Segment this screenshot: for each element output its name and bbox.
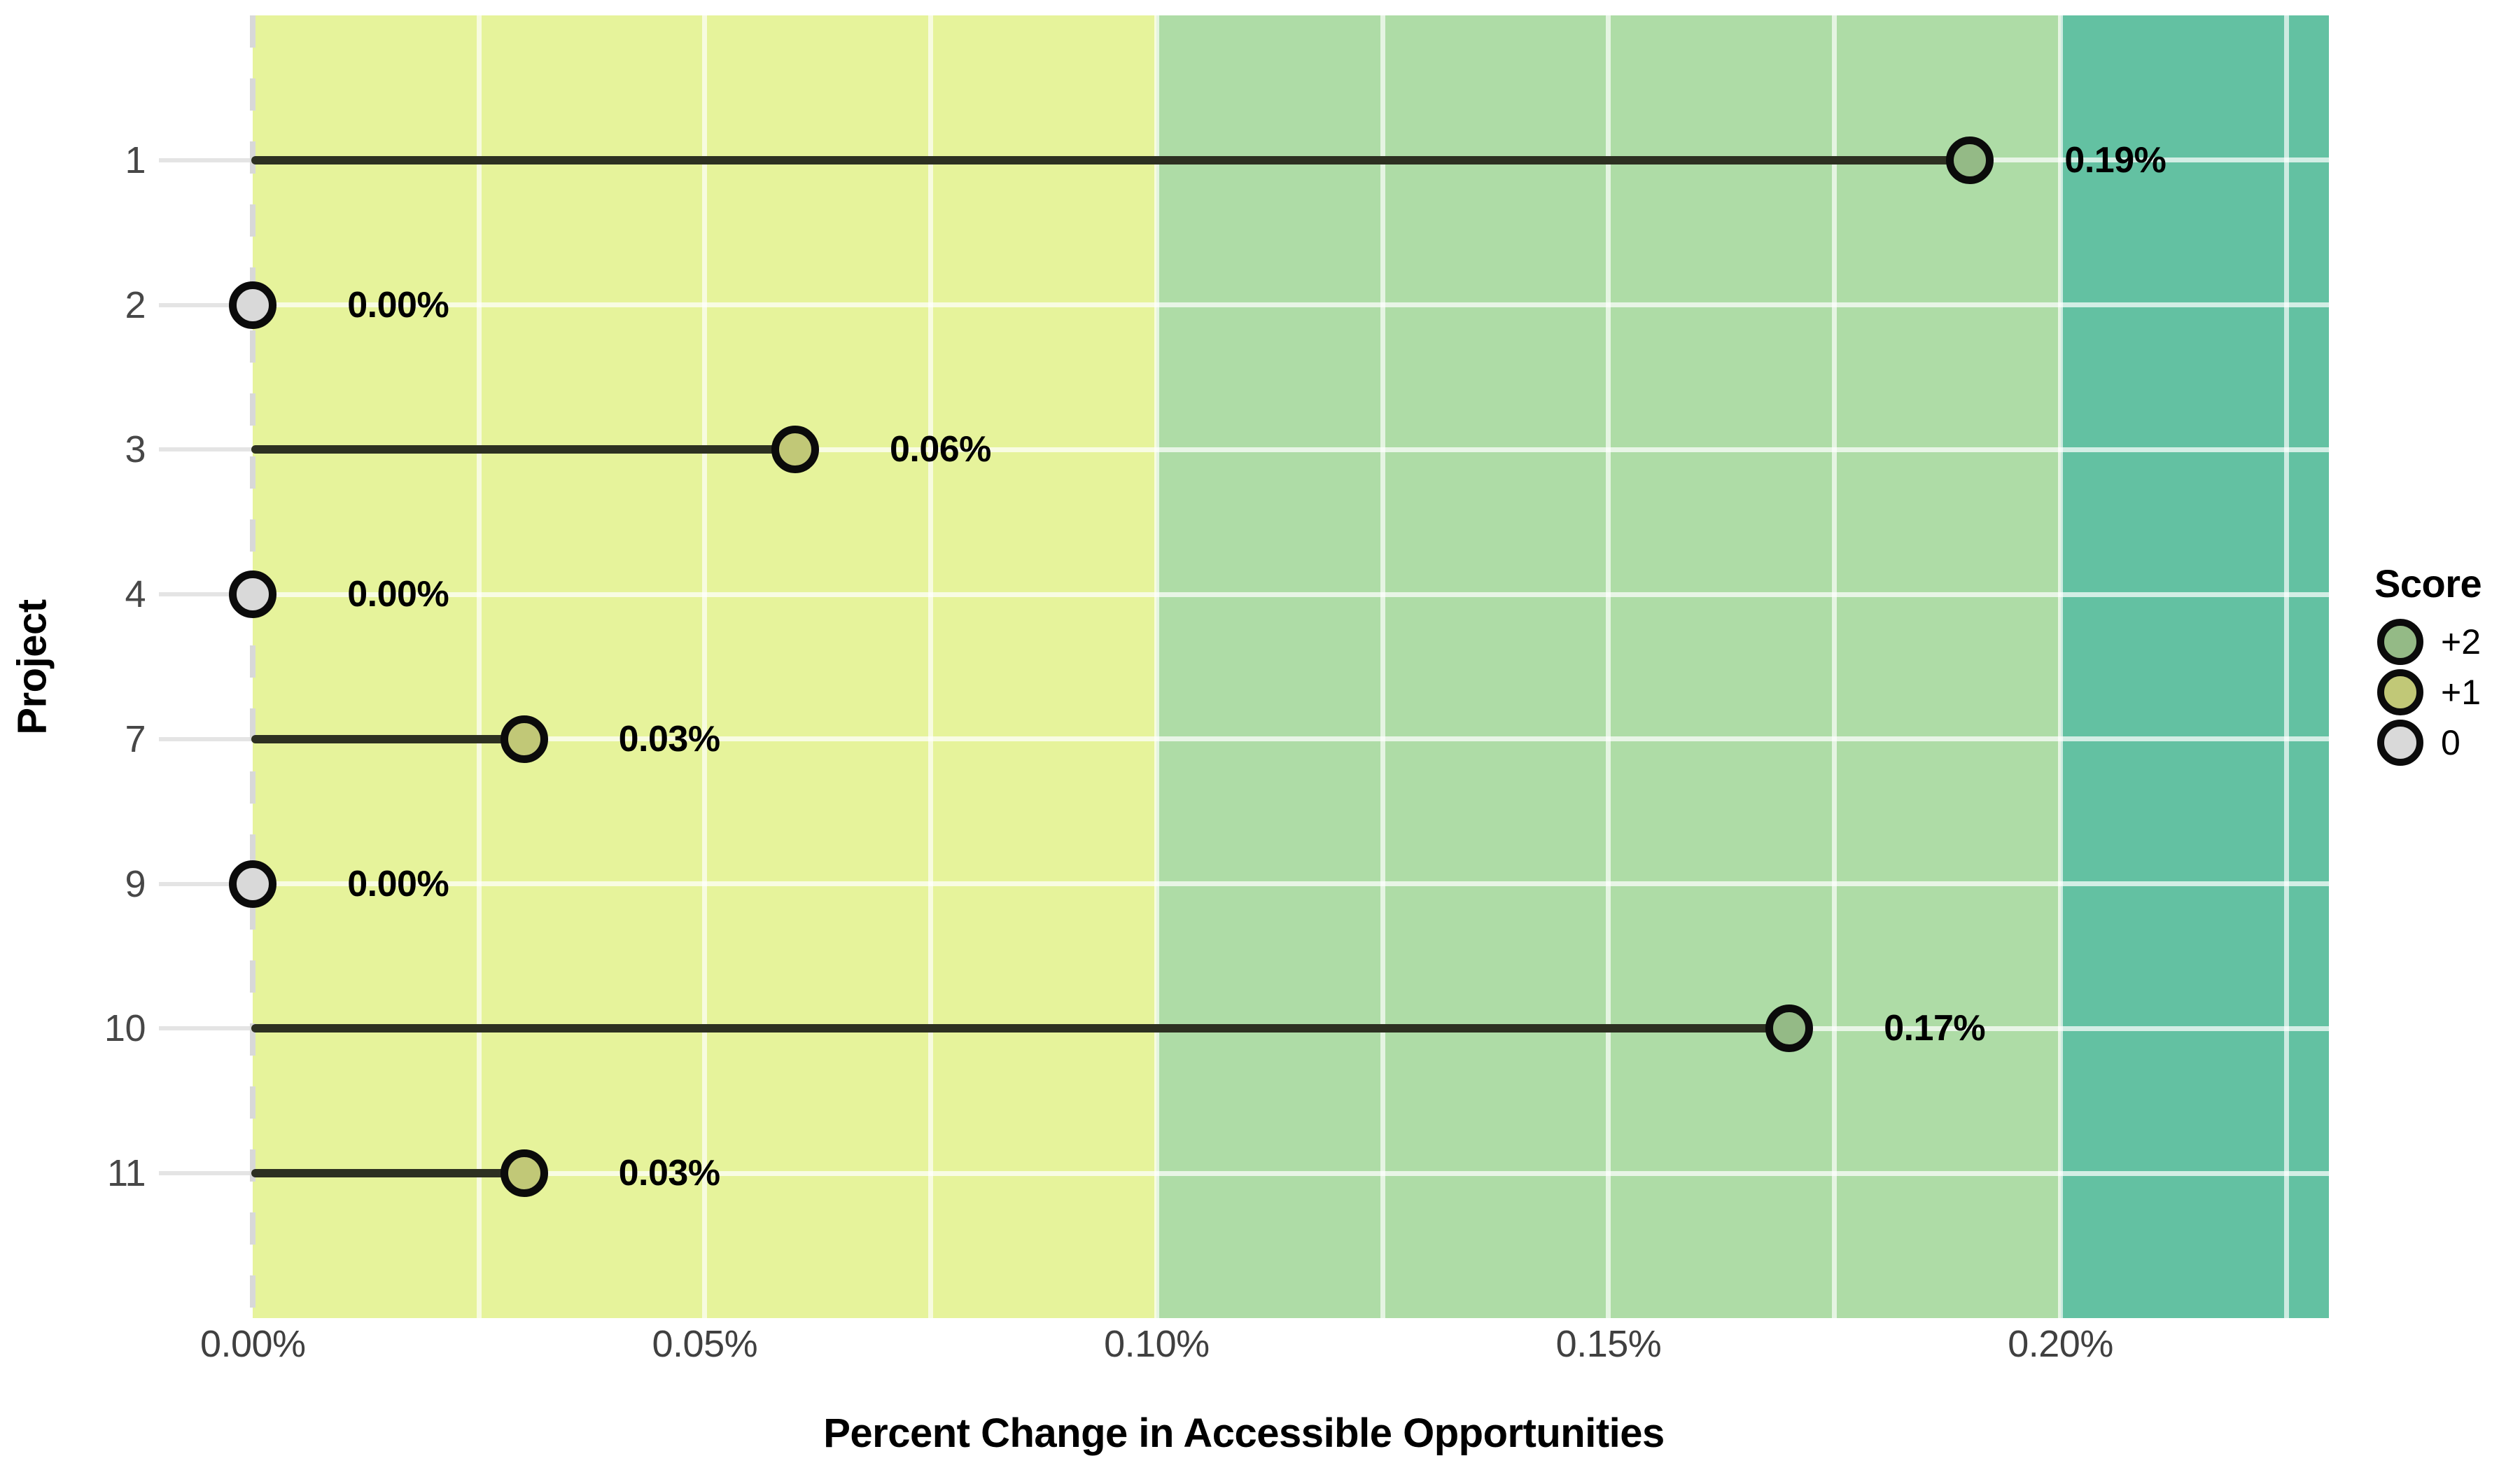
legend-key-circle: [2377, 619, 2423, 665]
lollipop-dot-score-plus2: [1765, 1004, 1814, 1053]
grid-line-horizontal: [159, 881, 253, 886]
grid-line-horizontal: [159, 592, 253, 597]
grid-line-horizontal: [159, 302, 253, 307]
lollipop-stem: [251, 1169, 524, 1178]
legend-item-label: +2: [2441, 622, 2482, 662]
grid-line-horizontal: [159, 1026, 253, 1031]
legend-item-plus1: +1: [2377, 669, 2481, 715]
value-label: 0.03%: [618, 1153, 720, 1194]
legend-items: +2 +1 0: [2377, 619, 2481, 766]
grid-line-horizontal: [253, 1170, 2329, 1176]
grid-line-horizontal: [159, 736, 253, 741]
y-axis-tick-label: 3: [125, 428, 146, 471]
grid-line-vertical: [1154, 15, 1159, 1318]
value-label: 0.19%: [2064, 139, 2166, 181]
grid-line-vertical: [1380, 15, 1385, 1318]
value-label: 0.03%: [618, 718, 720, 760]
y-axis-tick-label: 7: [125, 718, 146, 760]
grid-line-vertical: [2283, 15, 2289, 1318]
grid-line-horizontal: [159, 158, 253, 162]
legend-item-label: 0: [2441, 723, 2460, 762]
y-axis-tick-label: 2: [125, 284, 146, 326]
y-axis-tick-label: 1: [125, 139, 146, 181]
grid-line-vertical: [2058, 15, 2064, 1318]
value-label: 0.00%: [347, 863, 449, 904]
grid-line-horizontal: [253, 736, 2329, 742]
zero-dashed-line: [250, 15, 256, 1318]
lollipop-stem: [251, 445, 795, 454]
lollipop-dot-score-plus1: [500, 715, 548, 763]
lollipop-stem: [251, 1024, 1790, 1033]
x-axis-tick-label: 0.00%: [200, 1323, 306, 1365]
lollipop-dot-score-0: [229, 281, 277, 329]
legend-key-circle: [2377, 669, 2423, 715]
grid-line-horizontal: [253, 447, 2329, 452]
legend-title: Score: [2374, 561, 2482, 606]
grid-line-horizontal: [253, 881, 2329, 887]
grid-line-vertical: [928, 15, 934, 1318]
lollipop-dot-score-plus1: [500, 1149, 548, 1198]
legend-item-label: +1: [2441, 673, 2482, 712]
lollipop-dot-score-plus1: [771, 426, 819, 474]
value-label: 0.00%: [347, 574, 449, 615]
y-axis-tick-label: 4: [125, 573, 146, 616]
lollipop-dot-score-plus2: [1946, 136, 1994, 184]
lollipop-dot-score-0: [229, 570, 277, 619]
x-axis-tick-label: 0.20%: [2008, 1323, 2113, 1365]
value-label: 0.17%: [1884, 1008, 1986, 1049]
grid-line-horizontal: [159, 447, 253, 452]
y-axis-tick-label: 11: [106, 1152, 146, 1195]
legend-item-plus2: +2: [2377, 619, 2481, 665]
x-axis-tick-label: 0.05%: [652, 1323, 758, 1365]
plot-panel: 0.19% 0.00% 0.06% 0.00% 0.03% 0.00% 0.17% 0.03%: [159, 15, 2329, 1318]
x-axis-tick-label: 0.15%: [1555, 1323, 1662, 1365]
grid-line-vertical: [1606, 15, 1611, 1318]
lollipop-dot-score-0: [229, 860, 277, 908]
y-axis-tick-label: 9: [125, 862, 146, 905]
lollipop-stem: [251, 155, 1970, 164]
value-label: 0.06%: [889, 429, 991, 470]
grid-line-horizontal: [253, 592, 2329, 597]
grid-line-vertical: [1832, 15, 1837, 1318]
x-axis-tick-label: 0.10%: [1104, 1323, 1210, 1365]
x-axis-title: Percent Change in Accessible Opportuniti…: [823, 1410, 1665, 1456]
grid-line-vertical: [702, 15, 708, 1318]
legend-key-circle: [2377, 720, 2423, 766]
legend-item-0: 0: [2377, 720, 2481, 766]
grid-line-horizontal: [253, 302, 2329, 308]
grid-line-vertical: [476, 15, 482, 1318]
value-label: 0.00%: [347, 284, 449, 326]
y-axis-title: Project: [9, 598, 55, 735]
y-axis-tick-label: 10: [104, 1007, 146, 1050]
lollipop-stem: [251, 734, 524, 743]
grid-line-horizontal: [159, 1171, 253, 1176]
